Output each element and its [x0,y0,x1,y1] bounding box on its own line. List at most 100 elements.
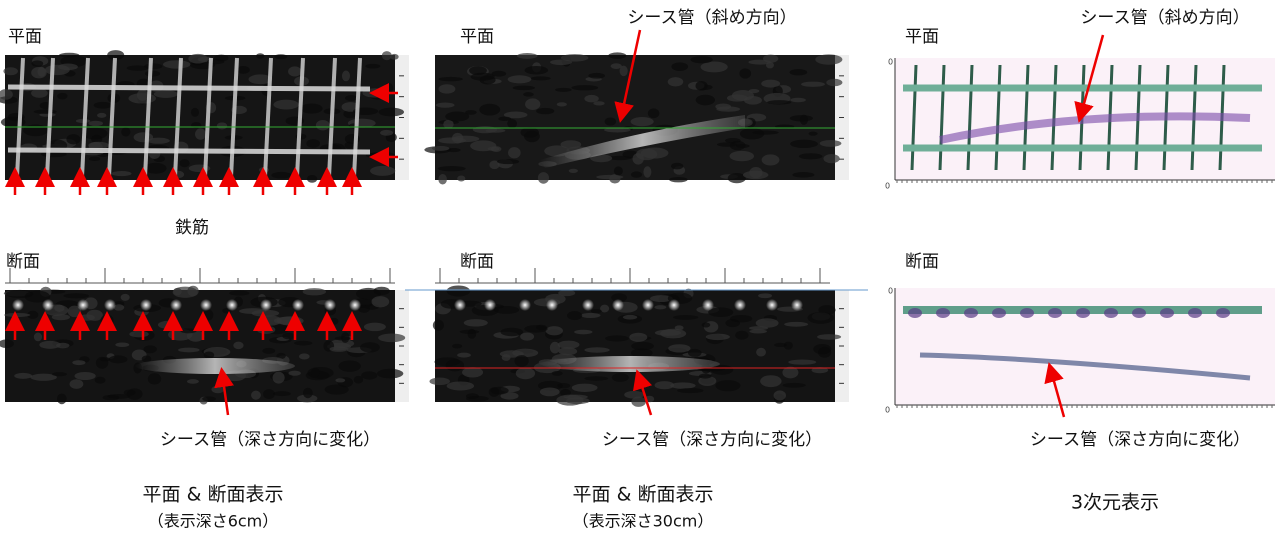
texture [433,320,444,331]
texture [552,371,563,376]
rebar-node [1104,308,1118,318]
texture [127,65,149,70]
texture [774,390,786,400]
texture [258,315,282,325]
rebar-echo [484,299,496,311]
texture [490,387,508,395]
texture [303,288,326,295]
rebar-echo [612,299,624,311]
texture [508,75,532,83]
texture [379,108,404,117]
texture [671,163,683,170]
texture [447,285,471,296]
texture [325,384,349,394]
texture [636,148,657,160]
texture [438,77,463,81]
texture [72,360,85,365]
rebar-node [1188,308,1202,318]
texture [115,342,129,347]
texture [335,378,345,382]
texture [624,391,644,399]
plan-annotation: シース管（斜め方向） [1080,8,1249,28]
texture [655,381,675,389]
texture [288,66,301,76]
texture [330,318,338,325]
texture [631,171,642,177]
rebar-echo [77,299,89,311]
texture [457,175,465,181]
texture [567,311,582,320]
texture [673,315,698,320]
texture [513,86,535,91]
texture [112,171,132,176]
rebar-echo [12,299,24,311]
texture [257,326,275,334]
pipe-echo [540,356,720,372]
rebar-echo [791,299,803,311]
rebar-echo [454,299,466,311]
texture [273,391,291,396]
texture [103,395,120,400]
texture [761,80,780,88]
texture [498,117,511,121]
texture [593,101,604,105]
rebar-node [1020,308,1034,318]
caption: 平面 & 断面表示 [573,484,714,506]
texture [696,95,715,106]
texture [790,98,806,102]
plan-label: 平面 [460,27,494,47]
axis-label: 0 [885,182,890,191]
rebar-node [1216,308,1230,318]
texture [178,348,200,353]
texture [520,332,534,340]
texture [173,288,182,295]
texture [360,342,380,352]
texture [23,125,48,137]
section-annotation: シース管（深さ方向に変化） [602,430,822,450]
texture [725,138,741,143]
texture [89,157,100,161]
subcaption: （表示深さ6cm） [148,512,279,531]
texture [380,130,393,136]
rebar-echo [292,299,304,311]
texture [763,55,778,63]
texture [525,66,548,74]
texture [538,172,549,184]
texture [373,287,389,295]
figure: 平面 鉄筋 断面 シース管（深さ方向に変化） 平面 & 断面表示 （表示深さ6c… [0,0,1283,535]
texture [516,367,535,379]
axis-label: 0 [888,58,893,67]
texture [730,151,755,161]
texture [574,330,592,335]
texture [273,372,285,384]
texture [643,166,651,177]
texture [669,177,688,182]
texture [94,102,112,109]
rebar-node [992,308,1006,318]
texture [63,293,89,298]
texture [668,344,690,352]
texture [648,108,659,118]
texture [756,318,779,328]
plan-label: 平面 [8,27,42,47]
axis-label: 0 [885,406,890,415]
texture [97,113,106,118]
texture [730,315,752,322]
rebar [8,150,370,152]
texture [540,387,560,396]
texture [134,132,154,142]
texture [762,154,780,165]
volume-view [895,288,1275,405]
texture [57,394,67,405]
texture [677,388,703,393]
texture [584,376,608,380]
texture [500,328,523,336]
texture [556,395,583,406]
texture [743,171,768,179]
texture [631,342,654,350]
texture [52,372,67,376]
rebar-node [908,308,922,318]
rebar-echo [226,299,238,311]
texture [790,140,818,148]
texture [88,142,109,149]
